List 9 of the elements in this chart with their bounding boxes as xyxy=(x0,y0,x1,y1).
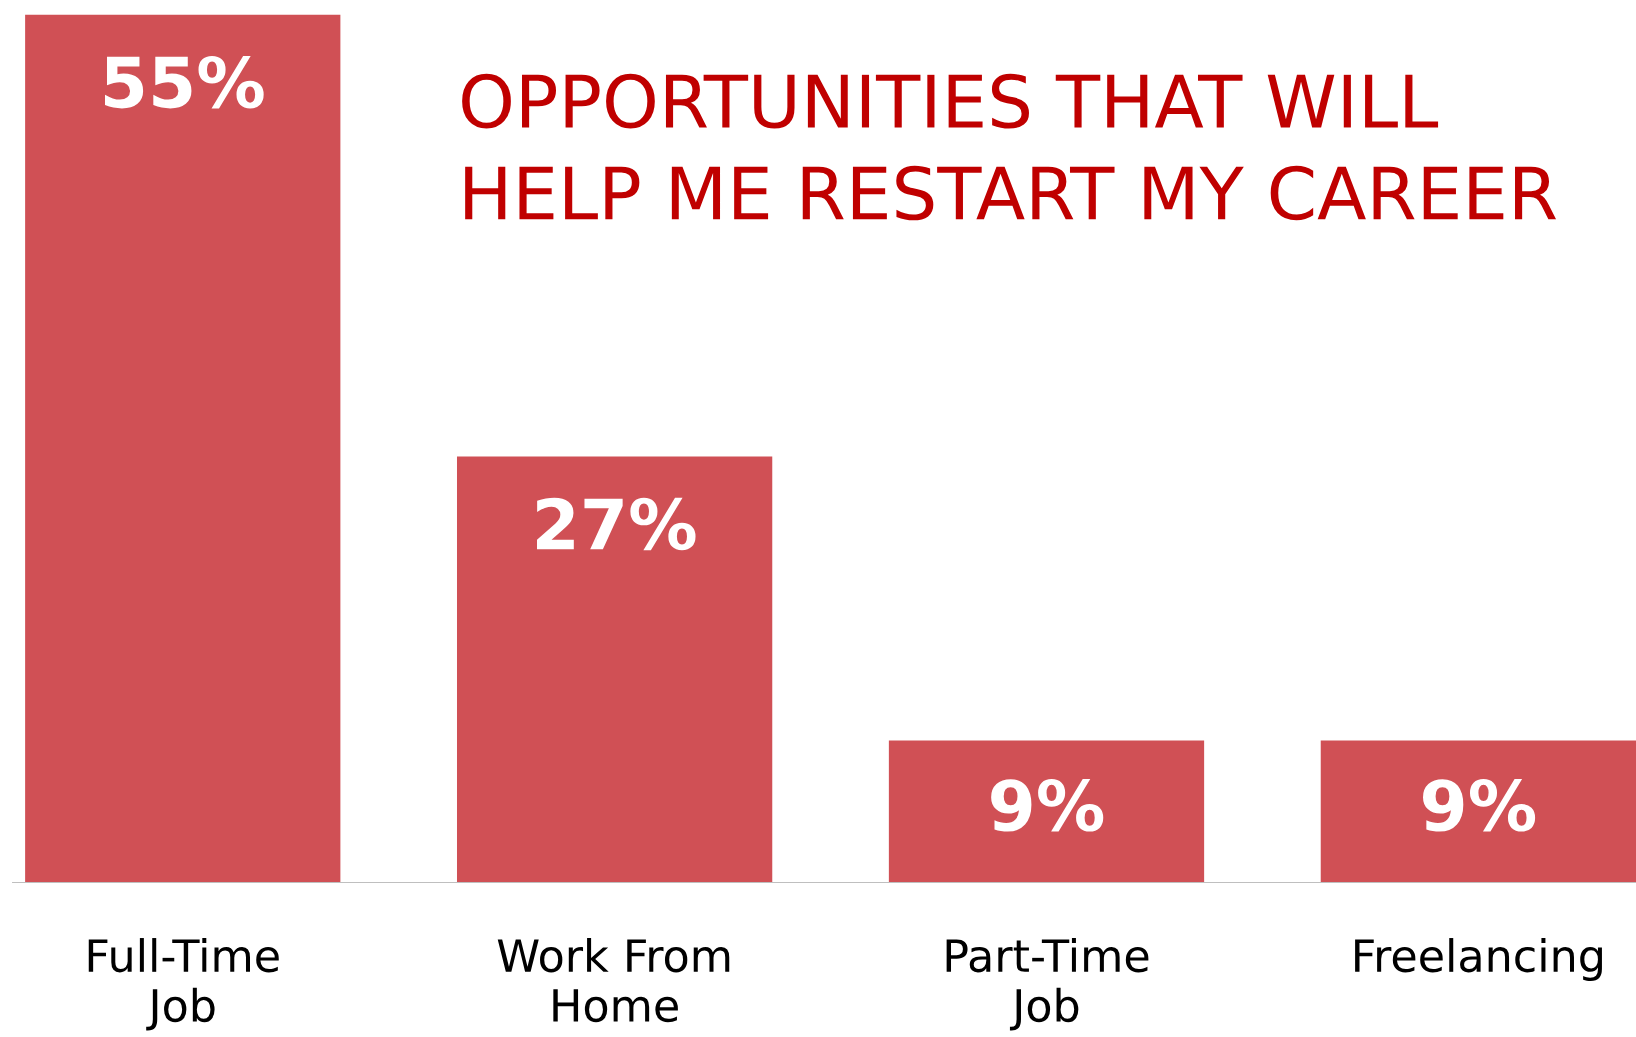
x-tick-label: Full-Time Job xyxy=(88,938,279,1031)
x-tick-label: Freelancing xyxy=(1355,938,1602,982)
data-label: 9% xyxy=(1423,779,1536,832)
data-label: 9% xyxy=(991,779,1104,832)
data-label: 55% xyxy=(105,55,264,109)
x-tick-label: Part-Time Job xyxy=(946,938,1149,1031)
x-tick-label: Work From Home xyxy=(497,938,730,1023)
data-label: 27% xyxy=(537,497,696,551)
text: OPPORTUNITIES THAT WILL HELP ME RESTART MY CAREER xyxy=(462,73,1557,221)
